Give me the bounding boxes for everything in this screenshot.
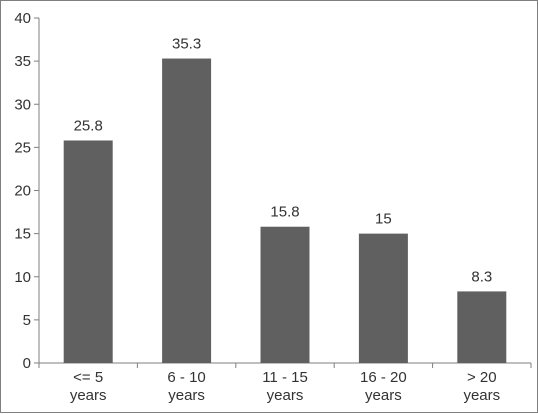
x-category-label-0-line-0: <= 5 — [73, 369, 103, 386]
y-tick-label: 5 — [23, 312, 31, 329]
data-label-2: 15.8 — [270, 204, 299, 221]
bar-0 — [63, 140, 113, 363]
data-label-4: 8.3 — [471, 268, 492, 285]
bar-2 — [260, 226, 310, 363]
x-category-label-2-line-0: 11 - 15 — [262, 369, 308, 386]
y-tick-label: 40 — [14, 10, 31, 27]
y-tick-label: 0 — [23, 355, 31, 372]
x-category-label-3-line-1: years — [365, 387, 402, 404]
x-category-label-1-line-1: years — [168, 387, 205, 404]
bar-3 — [358, 233, 408, 363]
bar-4 — [457, 291, 507, 363]
y-tick-label: 30 — [14, 96, 31, 113]
y-tick-label: 15 — [14, 226, 31, 243]
x-category-label-4-line-0: > 20 — [467, 369, 497, 386]
y-tick-label: 20 — [14, 183, 31, 200]
x-category-label-4-line-1: years — [463, 387, 500, 404]
data-label-3: 15 — [375, 211, 392, 228]
y-tick-label: 10 — [14, 269, 31, 286]
x-category-label-2-line-1: years — [267, 387, 304, 404]
y-tick-label: 25 — [14, 139, 31, 156]
x-category-label-3-line-0: 16 - 20 — [360, 369, 407, 386]
data-label-0: 25.8 — [74, 117, 103, 134]
y-tick-label: 35 — [14, 53, 31, 70]
x-category-label-1-line-0: 6 - 10 — [167, 369, 205, 386]
bar-1 — [162, 58, 212, 363]
x-category-label-0-line-1: years — [70, 387, 107, 404]
data-label-1: 35.3 — [172, 36, 201, 53]
